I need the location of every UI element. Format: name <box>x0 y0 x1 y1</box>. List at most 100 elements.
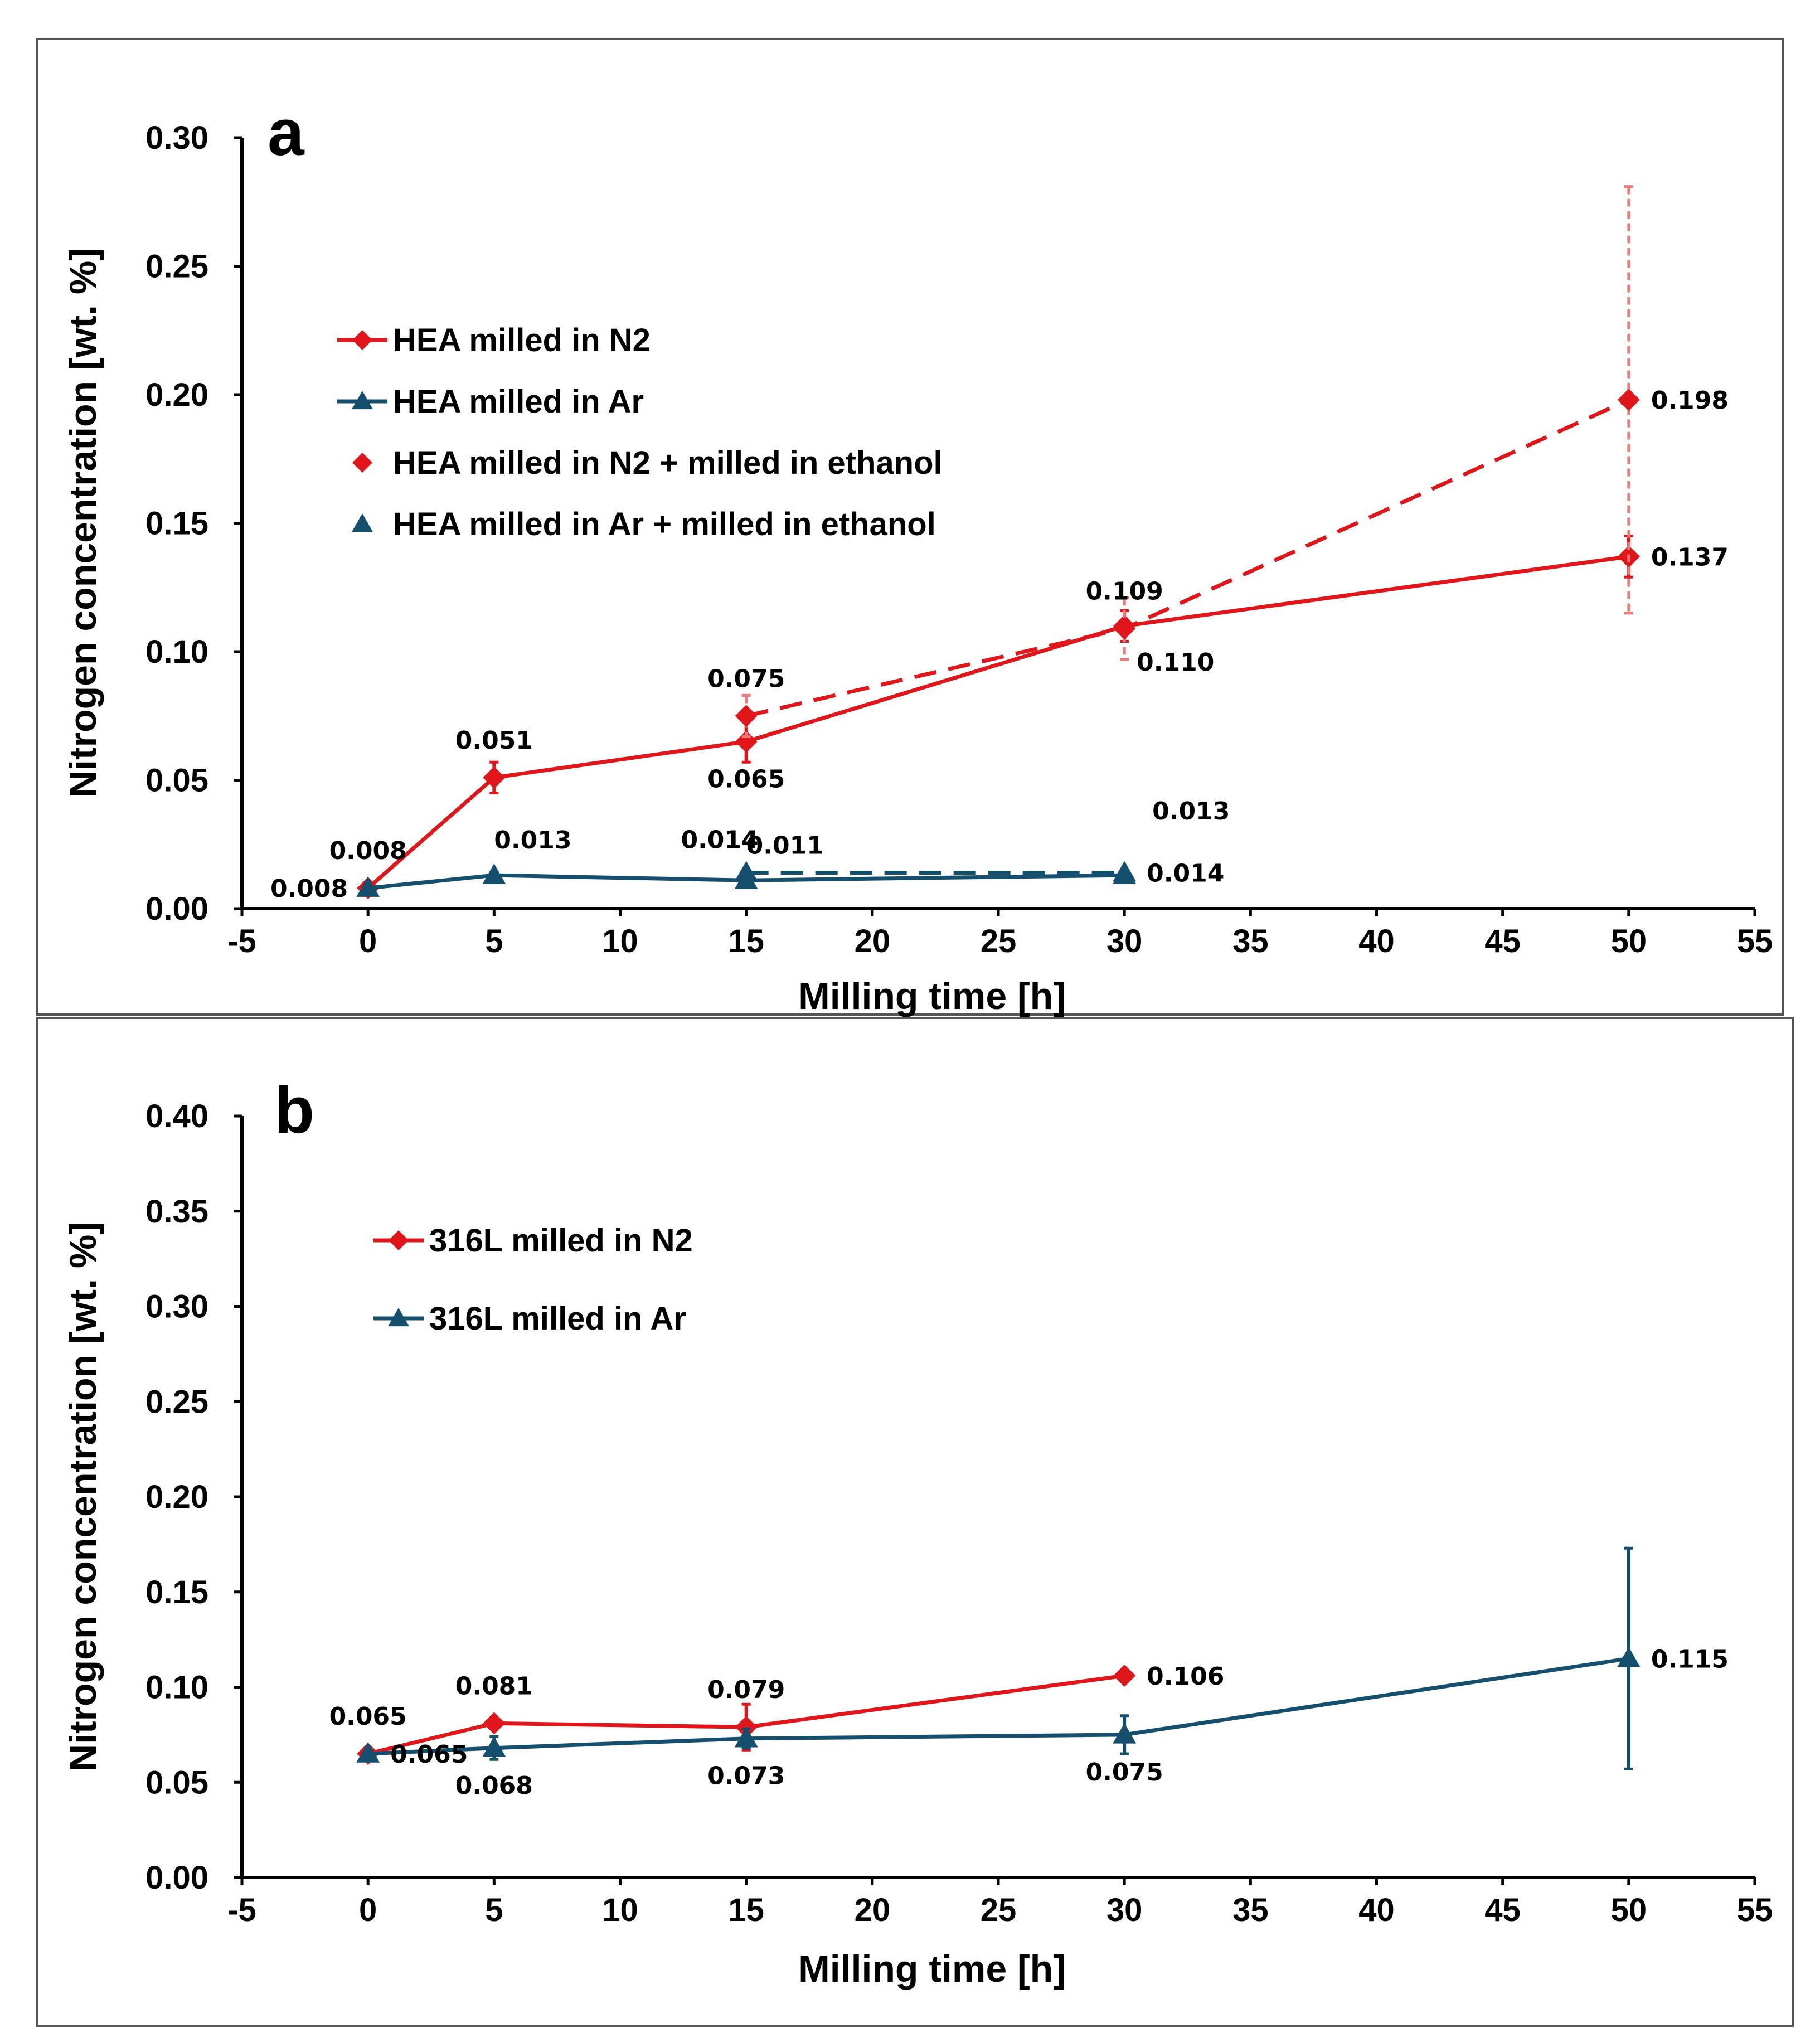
legend-item: HEA milled in N2 <box>337 322 651 358</box>
data-point <box>1113 861 1137 882</box>
x-tick-label: 45 <box>1484 1892 1521 1928</box>
data-label: 0.065 <box>390 1740 468 1769</box>
data-label: 0.115 <box>1651 1645 1729 1673</box>
legend-marker <box>352 513 373 532</box>
x-tick-label: 45 <box>1484 923 1521 959</box>
panel-b-frame <box>36 1017 1794 2027</box>
x-tick-label: 30 <box>1106 1892 1143 1928</box>
panel-b-legend: 316L milled in N2 316L milled in Ar <box>373 1222 693 1337</box>
x-tick-label: 10 <box>602 1892 638 1928</box>
x-tick-label: -5 <box>227 923 256 959</box>
legend-label: HEA milled in Ar <box>393 384 644 420</box>
data-label: 0.014 <box>681 826 758 854</box>
y-tick-label: 0.25 <box>145 249 208 285</box>
y-tick-label: 0.10 <box>145 1670 208 1706</box>
x-tick-label: 50 <box>1611 923 1647 959</box>
x-tick-label: 40 <box>1358 923 1395 959</box>
series-1: 0.065 0.081 0.079 0.106 <box>329 1662 1224 1765</box>
series-line <box>367 1673 1125 1756</box>
legend-item: HEA milled in Ar + milled in ethanol <box>352 506 936 542</box>
x-tick-label: 15 <box>728 923 764 959</box>
x-tick-label: 25 <box>981 1892 1017 1928</box>
data-label: 0.065 <box>707 765 785 793</box>
data-point <box>734 1726 758 1748</box>
data-point <box>1113 617 1136 640</box>
x-tick-label: 20 <box>855 1892 891 1928</box>
x-tick-label: 30 <box>1106 923 1143 959</box>
data-label: 0.011 <box>746 831 824 860</box>
legend-item: 316L milled in Ar <box>373 1301 686 1337</box>
x-tick-label: -5 <box>227 1892 256 1928</box>
data-point <box>735 730 758 753</box>
panel-a-y-ticks: 0.00 0.05 0.10 0.15 0.20 0.25 0.30 <box>145 120 242 927</box>
x-tick-label: 40 <box>1358 1892 1395 1928</box>
panel-a-x-axis-title: Milling time [h] <box>798 975 1066 1017</box>
series-3: 0.075 0.109 0.198 <box>707 185 1729 738</box>
y-tick-label: 0.00 <box>145 1860 208 1896</box>
data-point <box>1113 1665 1136 1687</box>
panel-a-series: 0.008 0.051 0.065 0.110 0.137 0.008 0.013 0.011… <box>270 185 1729 903</box>
data-label: 0.014 <box>1147 859 1224 887</box>
y-tick-label: 0.35 <box>145 1193 208 1230</box>
data-label: 0.008 <box>270 875 348 903</box>
data-point <box>483 766 506 789</box>
data-label: 0.013 <box>494 826 571 855</box>
y-tick-label: 0.05 <box>145 1764 208 1801</box>
legend-label: 316L milled in Ar <box>429 1301 686 1337</box>
series-4: 0.014 0.014 <box>681 826 1224 887</box>
data-point <box>483 1712 506 1735</box>
y-tick-label: 0.20 <box>145 377 208 413</box>
data-point <box>734 861 758 882</box>
legend-marker <box>389 1230 409 1250</box>
x-tick-label: 10 <box>602 923 638 959</box>
panel-a-legend: HEA milled in N2 HEA milled in Ar HEA mill… <box>337 322 943 542</box>
data-label: 0.137 <box>1651 543 1729 571</box>
x-tick-label: 15 <box>728 1892 764 1928</box>
panel-a-letter: a <box>268 96 305 169</box>
legend-marker <box>352 330 372 350</box>
x-tick-label: 5 <box>485 1892 503 1928</box>
data-point <box>482 863 506 884</box>
x-tick-label: 55 <box>1737 923 1773 959</box>
data-label: 0.106 <box>1147 1662 1224 1691</box>
panel-b-y-axis-title: Nitrogen concentration [wt. %] <box>62 1222 104 1772</box>
y-tick-label: 0.20 <box>145 1479 208 1515</box>
y-tick-label: 0.25 <box>145 1384 208 1420</box>
x-tick-label: 35 <box>1232 923 1269 959</box>
data-label: 0.198 <box>1651 386 1729 415</box>
data-label: 0.073 <box>707 1762 785 1791</box>
y-tick-label: 0.30 <box>145 1289 208 1325</box>
legend-marker <box>388 1308 409 1327</box>
panel-a-x-ticks: -5 0 5 10 15 20 25 30 35 40 45 50 55 <box>227 909 1773 959</box>
panel-b-x-ticks: -5 0 5 10 15 20 25 30 35 40 45 50 55 <box>227 1877 1773 1928</box>
panel-b-y-ticks: 0.00 0.05 0.10 0.15 0.20 0.25 0.30 0.35 0.40 <box>145 1098 242 1896</box>
panel-b-letter: b <box>274 1074 314 1147</box>
panel-b: b 0.00 0.05 0.10 0.15 0.20 0.25 0.30 0.35 0.40 -… <box>62 1074 1773 1990</box>
data-label: 0.081 <box>455 1672 533 1700</box>
legend-label: HEA milled in N2 + milled in ethanol <box>393 445 943 481</box>
data-label: 0.110 <box>1137 648 1214 677</box>
x-tick-label: 25 <box>981 923 1017 959</box>
x-tick-label: 50 <box>1611 1892 1647 1928</box>
data-label: 0.008 <box>329 837 407 865</box>
data-point <box>356 876 380 897</box>
data-label: 0.065 <box>329 1702 407 1731</box>
data-point <box>1617 1647 1641 1668</box>
data-point <box>356 1742 380 1763</box>
legend-label: HEA milled in N2 <box>393 322 651 358</box>
legend-item: 316L milled in N2 <box>373 1222 693 1259</box>
data-point <box>482 1736 506 1757</box>
panel-a-frame <box>36 38 1784 1016</box>
y-tick-label: 0.30 <box>145 120 208 156</box>
legend-marker <box>352 453 372 473</box>
y-tick-label: 0.05 <box>145 763 208 799</box>
panel-a: a 0.00 0.05 0.10 0.15 0.20 0.25 0.30 -5 0 5 10 15 2… <box>62 96 1773 1017</box>
legend-marker <box>352 391 373 410</box>
series-2: 0.008 0.013 0.011 0.013 <box>270 797 1230 903</box>
data-point <box>1617 389 1640 411</box>
x-tick-label: 0 <box>359 923 377 959</box>
y-tick-label: 0.15 <box>145 1574 208 1610</box>
data-label: 0.109 <box>1086 578 1163 606</box>
y-tick-label: 0.15 <box>145 506 208 542</box>
